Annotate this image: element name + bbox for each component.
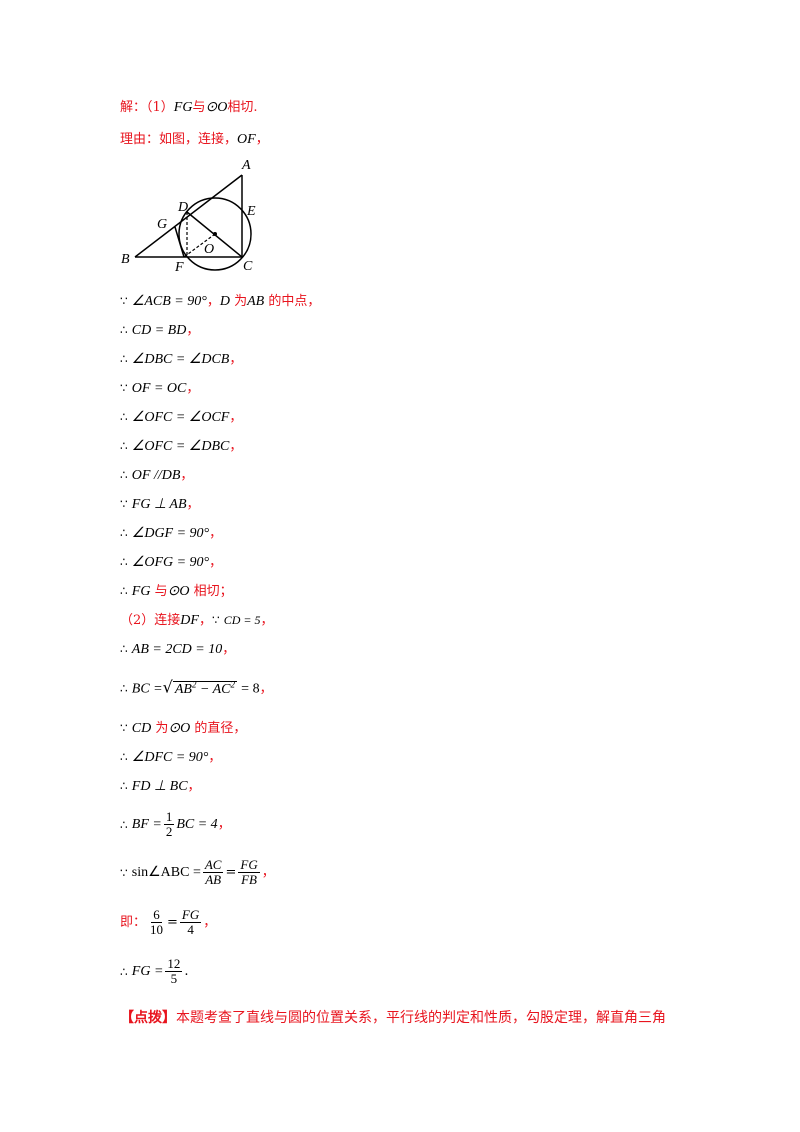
- fg-result-line: ∴ FG = 12 5.: [120, 956, 189, 986]
- part1-header: 解：（1）FG与⊙O相切.: [120, 100, 258, 115]
- geometry-figure: A B C D E F G O: [121, 158, 256, 275]
- step-6: ∴ ∠OFC = ∠DBC，: [120, 439, 243, 454]
- step-7: ∴ OF //DB，: [120, 468, 194, 483]
- step-10: ∴ ∠OFG = 90°，: [120, 555, 223, 570]
- segment-ab: [134, 174, 243, 258]
- label-b: B: [121, 252, 130, 267]
- dfc-line: ∴ ∠DFC = 90°，: [120, 750, 222, 765]
- step-4: ∵ OF = OC，: [120, 381, 200, 396]
- fd-line: ∴ FD ⊥ BC，: [120, 779, 201, 794]
- label-g: G: [157, 217, 167, 232]
- ji-line: 即： 6 10 = FG 4，: [120, 907, 217, 937]
- step-3: ∴ ∠DBC = ∠DCB，: [120, 352, 243, 367]
- fraction-6-10: 6 10: [150, 907, 164, 937]
- step-2: ∴ CD = BD，: [120, 323, 200, 338]
- label-o: O: [204, 242, 214, 257]
- segment-of-dashed: [183, 233, 216, 258]
- ab-line: ∴ AB = 2CD = 10，: [120, 642, 236, 657]
- fraction-ac-ab: AC AB: [202, 857, 224, 887]
- part2-header: （2）连接DF，∵ CD = 5，: [120, 613, 274, 628]
- label-c: C: [243, 259, 253, 274]
- segment-fg: [174, 226, 185, 258]
- diameter-line: ∵ CD 为⊙O 的直径，: [120, 721, 247, 736]
- step-1: ∵ ∠ACB = 90°，D 为AB 的中点，: [120, 294, 321, 309]
- reason-line: 理由：如图，连接，OF，: [120, 132, 269, 147]
- tip-note: 【点拨】本题考查了直线与圆的位置关系，平行线的判定和性质，勾股定理，解直角三角: [120, 1010, 666, 1026]
- fraction-fg-fb: FG FB: [238, 857, 260, 887]
- sin-line: ∵ sin∠ABC = AC AB = FG FB，: [120, 857, 275, 887]
- label-a: A: [241, 158, 251, 173]
- fraction-fg-4: FG 4: [179, 907, 202, 937]
- step-8: ∵ FG ⊥ AB，: [120, 497, 200, 512]
- step-5: ∴ ∠OFC = ∠OCF，: [120, 410, 243, 425]
- circle-o: [178, 197, 252, 271]
- step-9: ∴ ∠DGF = 90°，: [120, 526, 223, 541]
- sqrt-radicand: AB2 − AC2: [172, 679, 238, 697]
- point-o: [213, 232, 217, 236]
- label-d: D: [177, 200, 188, 215]
- label-e: E: [246, 204, 256, 219]
- fraction-12-5: 12 5: [165, 956, 183, 986]
- conclusion-1: ∴ FG 与⊙O 相切；: [120, 584, 233, 599]
- bc-line: ∴ BC =√ AB2 − AC2 = 8，: [120, 677, 273, 697]
- label-f: F: [174, 260, 184, 275]
- bf-line: ∴ BF = 1 2 BC = 4，: [120, 809, 231, 839]
